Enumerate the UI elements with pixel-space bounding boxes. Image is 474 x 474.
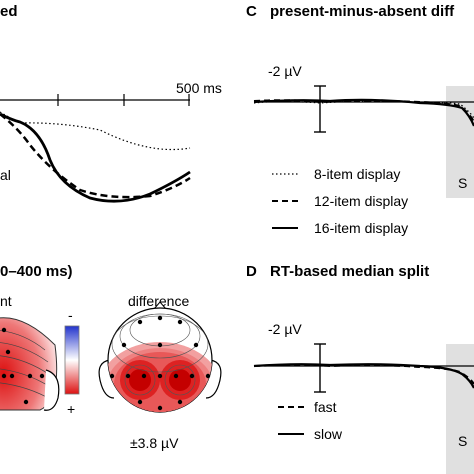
panel-d-voltage-label: -2 µV <box>268 321 302 337</box>
legend-c: 8-item display 12-item display 16-item d… <box>272 166 408 236</box>
panel-c-letter: C <box>246 3 257 20</box>
shaded-window <box>446 344 474 474</box>
topo-left-label: nt <box>0 293 12 309</box>
topo-title-fragment: 0–400 ms) <box>0 263 73 280</box>
electrode-dots <box>1 327 45 405</box>
amplitude-label: ±3.8 µV <box>130 435 179 451</box>
scale-plus-label: + <box>67 401 75 417</box>
scale-minus-label: - <box>68 307 73 323</box>
diff-trace-slow <box>253 363 474 389</box>
panel-topography: 0–400 ms) nt difference - <box>0 263 222 451</box>
scale-bar <box>64 325 80 395</box>
panel-d-title: RT-based median split <box>270 263 429 280</box>
shade-letter: S <box>458 175 467 191</box>
ear-right <box>43 369 60 411</box>
diff-trace-16item <box>253 98 474 127</box>
topomap-left <box>0 317 60 411</box>
color-scale: - + <box>64 307 80 417</box>
panel-d: D RT-based median split -2 µV S fast slo… <box>246 263 474 474</box>
electrode-dots <box>109 315 211 411</box>
legend-d: fast slow <box>278 399 343 442</box>
panel-title-fragment: ed <box>0 3 18 20</box>
panel-d-letter: D <box>246 263 257 280</box>
time-label: 500 ms <box>176 80 222 96</box>
topomap-difference <box>98 301 222 413</box>
shade-letter: S <box>458 433 467 449</box>
panel-c-title: present-minus-absent diff <box>270 3 455 20</box>
nose <box>153 301 167 310</box>
legend-item-16item: 16-item display <box>314 220 408 236</box>
erp-trace-8item <box>0 111 191 151</box>
topo-difference-label: difference <box>128 293 189 309</box>
legend-item-12item: 12-item display <box>314 193 408 209</box>
erp-trace-12item <box>0 113 191 199</box>
legend-item-slow: slow <box>314 426 343 442</box>
erp-trace-16item <box>0 112 191 203</box>
legend-item-fast: fast <box>314 399 337 415</box>
side-label: al <box>0 167 11 183</box>
legend-item-8item: 8-item display <box>314 166 400 182</box>
panel-c: C present-minus-absent diff -2 µV S 8-it… <box>246 3 474 236</box>
panel-top-left: ed 500 ms al <box>0 3 222 203</box>
panel-c-voltage-label: -2 µV <box>268 63 302 79</box>
